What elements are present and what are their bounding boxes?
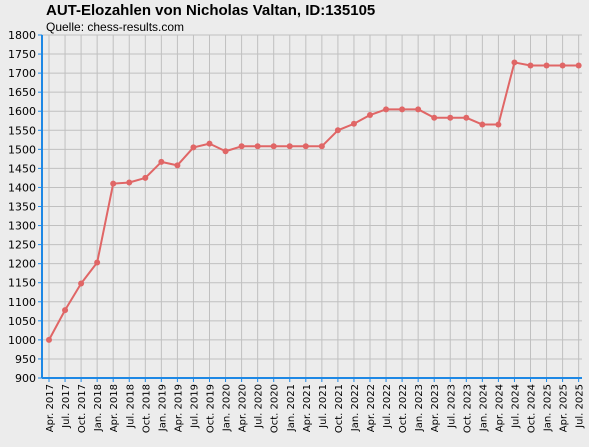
elo-data-point — [174, 162, 181, 169]
y-tick-label: 1050 — [8, 315, 36, 328]
elo-data-point — [575, 62, 582, 69]
y-tick-label: 1550 — [8, 124, 36, 137]
y-tick-label: 1650 — [8, 86, 36, 99]
x-tick-label: Jan. 2021 — [286, 384, 297, 432]
x-tick-label: Jan. 2022 — [350, 384, 361, 432]
x-tick-label: Jan. 2019 — [157, 384, 168, 432]
x-tick-label: Oct. 2022 — [398, 384, 409, 433]
x-tick-label: Oct. 2024 — [527, 384, 538, 433]
elo-series-line — [48, 61, 579, 341]
y-tick-label: 1150 — [8, 277, 36, 290]
series-elo — [46, 59, 582, 343]
x-tick-label: Apr. 2017 — [45, 384, 56, 432]
elo-data-point — [559, 62, 566, 69]
x-tick-label: Jan. 2020 — [222, 384, 233, 432]
elo-data-point — [142, 174, 149, 181]
y-tick-label: 1450 — [8, 162, 36, 175]
x-tick-label: Oct. 2023 — [462, 384, 473, 433]
elo-data-point — [302, 143, 309, 150]
elo-data-point — [190, 144, 197, 151]
x-tick-label: Oct. 2018 — [141, 384, 152, 433]
x-tick-label: Oct. 2017 — [77, 384, 88, 433]
x-tick-label: Jul. 2020 — [254, 384, 265, 429]
x-tick-label: Apr. 2024 — [494, 384, 505, 432]
y-tick-label: 1100 — [8, 296, 36, 309]
elo-data-point — [238, 143, 245, 150]
y-tick-label: 1700 — [8, 67, 36, 80]
elo-data-point — [94, 259, 101, 266]
y-tick-label: 1500 — [8, 143, 36, 156]
x-tick-label: Jul. 2019 — [189, 384, 200, 429]
x-tick-label: Jan. 2025 — [543, 384, 554, 432]
elo-data-point — [158, 158, 165, 165]
elo-data-point — [350, 120, 357, 127]
x-tick-label: Jul. 2022 — [382, 384, 393, 429]
y-tick-label: 1800 — [8, 29, 36, 42]
elo-data-point — [383, 106, 390, 113]
x-tick-label: Apr. 2020 — [238, 384, 249, 432]
x-tick-label: Jul. 2017 — [61, 384, 72, 429]
elo-data-point — [78, 280, 85, 287]
y-tick-label: 1000 — [8, 334, 36, 347]
x-tick-label: Apr. 2022 — [366, 384, 377, 432]
elo-data-point — [415, 106, 422, 113]
x-tick-label: Apr. 2018 — [109, 384, 120, 432]
elo-data-point — [447, 114, 454, 121]
x-tick-label: Jul. 2018 — [125, 384, 136, 429]
x-tick-label: Apr. 2021 — [302, 384, 313, 432]
elo-data-point — [318, 143, 325, 150]
elo-data-point — [463, 114, 470, 121]
elo-data-point — [367, 112, 373, 119]
elo-data-point — [431, 114, 438, 121]
x-tick-label: Apr. 2025 — [559, 384, 570, 432]
elo-data-point — [222, 148, 229, 155]
y-tick-label: 1250 — [8, 239, 36, 252]
elo-data-point — [495, 121, 502, 128]
elo-data-point — [543, 62, 550, 69]
chart-subtitle: Quelle: chess-results.com — [46, 20, 185, 34]
x-tick-label: Oct. 2020 — [270, 384, 281, 433]
y-tick-label: 1200 — [8, 258, 36, 271]
x-tick-label: Oct. 2019 — [206, 384, 217, 433]
y-tick-label: 1350 — [8, 201, 36, 214]
elo-data-point — [110, 180, 117, 187]
axes — [38, 34, 582, 382]
elo-data-point — [126, 179, 133, 186]
y-tick-label: 1600 — [8, 105, 36, 118]
x-tick-labels: Apr. 2017 Jul. 2017 Oct. 2017 Jan. 2018 Apr.… — [45, 384, 586, 433]
x-tick-label: Jul. 2024 — [510, 384, 521, 429]
elo-data-point — [527, 62, 534, 69]
y-tick-label: 900 — [15, 372, 36, 385]
x-tick-label: Jul. 2021 — [318, 384, 329, 429]
x-tick-label: Apr. 2023 — [430, 384, 441, 432]
x-tick-label: Apr. 2019 — [173, 384, 184, 432]
elo-data-point — [270, 143, 277, 150]
x-tick-label: Jan. 2024 — [478, 384, 489, 432]
elo-data-point — [254, 143, 261, 150]
elo-data-point — [62, 307, 69, 314]
x-tick-label: Jan. 2018 — [93, 384, 104, 432]
elo-data-point — [286, 143, 293, 150]
elo-data-point — [46, 336, 52, 343]
chart-title: AUT-Elozahlen von Nicholas Valtan, ID:13… — [46, 2, 376, 19]
elo-data-point — [479, 121, 486, 128]
y-tick-labels: 900 950 1000 1050 1100 1150 1200 1250 1300 1350 14… — [8, 29, 36, 385]
x-tick-label: Jan. 2023 — [414, 384, 425, 432]
x-tick-label: Oct. 2021 — [334, 384, 345, 433]
x-tick-label: Jul. 2023 — [446, 384, 457, 429]
y-tick-label: 950 — [15, 353, 36, 366]
y-tick-label: 1400 — [8, 181, 36, 194]
elo-data-point — [206, 140, 213, 147]
elo-data-point — [399, 106, 406, 113]
elo-data-point — [511, 59, 518, 66]
y-tick-label: 1300 — [8, 220, 36, 233]
grid-lines — [42, 34, 582, 379]
elo-data-point — [334, 127, 341, 134]
y-tick-label: 1750 — [8, 48, 36, 61]
x-tick-label: Jul. 2025 — [575, 384, 586, 429]
